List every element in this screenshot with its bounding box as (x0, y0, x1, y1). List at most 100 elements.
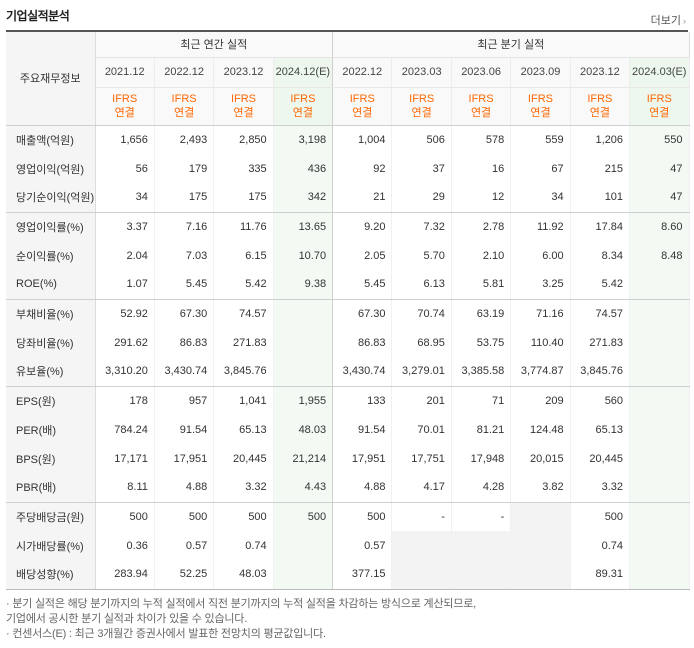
consolidated-label: 연결 (411, 107, 432, 119)
table-cell: 8.34 (570, 241, 631, 270)
table-cell (629, 444, 690, 473)
table-cell: 52.92 (95, 299, 155, 328)
table-cell: 500 (213, 502, 274, 531)
row-label: 주당배당금(원) (6, 502, 96, 531)
table-cell: 9.20 (332, 212, 393, 241)
ifrs-label: IFRS (230, 93, 256, 105)
table-cell: 34 (95, 183, 155, 213)
table-cell: 5.81 (451, 270, 512, 300)
table-cell: 436 (273, 154, 334, 183)
table-row: 당좌비율(%) 291.62 86.83 271.83 86.83 68.95 53.75 1… (6, 328, 690, 357)
table-cell: 0.74 (213, 531, 274, 560)
table-cell: 17,951 (332, 444, 393, 473)
table-cell: 2.10 (451, 241, 512, 270)
table-cell: 5.42 (570, 270, 631, 300)
table-row: BPS(원) 17,171 17,951 20,445 21,214 17,951 17,7… (6, 444, 690, 473)
table-cell: 1,656 (95, 125, 155, 154)
table-cell: 71 (451, 386, 512, 415)
table-cell: 11.92 (510, 212, 571, 241)
table-cell: 4.88 (332, 473, 393, 503)
table-cell: 4.43 (273, 473, 334, 503)
table-cell: 0.57 (154, 531, 215, 560)
table-cell: 4.17 (391, 473, 452, 503)
table-cell: 3.32 (213, 473, 274, 503)
table-cell: 2.04 (95, 241, 155, 270)
table-cell (451, 560, 512, 590)
table-row: 유보율(%) 3,310.20 3,430.74 3,845.76 3,430.74 3,… (6, 357, 690, 387)
row-label: 당기순이익(억원) (6, 183, 96, 213)
table-cell: 7.03 (154, 241, 215, 270)
table-cell: 5.45 (154, 270, 215, 300)
footnote-1: · 분기 실적은 해당 분기까지의 누적 실적에서 직전 분기까지의 누적 실적… (6, 598, 477, 610)
more-link[interactable]: 더보기 › (651, 12, 686, 28)
ifrs-label: IFRS (587, 93, 613, 105)
ifrs-header: IFRS 연결 (332, 87, 393, 126)
row-label: 당좌비율(%) (6, 328, 96, 357)
table-cell: 3,774.87 (510, 357, 571, 387)
consolidated-label: 연결 (589, 107, 610, 119)
period-header: 2021.12 (95, 57, 155, 88)
table-cell: 1,041 (213, 386, 274, 415)
table-cell: 67.30 (154, 299, 215, 328)
table-cell: 0.57 (332, 531, 393, 560)
table-cell: 89.31 (570, 560, 631, 590)
table-cell: 17,948 (451, 444, 512, 473)
table-cell: 7.16 (154, 212, 215, 241)
table-cell: 91.54 (332, 415, 393, 444)
table-cell: 63.19 (451, 299, 512, 328)
quarter-group-header: 최근 분기 실적 (332, 32, 690, 58)
table-cell: 20,015 (510, 444, 571, 473)
corner-label: 주요재무정보 (6, 32, 96, 126)
row-label: 시가배당률(%) (6, 531, 96, 560)
row-label: 유보율(%) (6, 357, 96, 387)
table-cell: 578 (451, 125, 512, 154)
more-label[interactable]: 더보기 (650, 15, 681, 27)
table-cell: 81.21 (451, 415, 512, 444)
table-cell: 101 (570, 183, 631, 213)
table-cell: 48.03 (273, 415, 334, 444)
ifrs-header: IFRS 연결 (213, 87, 274, 126)
table-cell: 201 (391, 386, 452, 415)
ifrs-label: IFRS (349, 93, 375, 105)
table-cell: 3.37 (95, 212, 155, 241)
financial-table: 주요재무정보 최근 연간 실적 최근 분기 실적 2021.12 2022.12 2… (6, 32, 690, 590)
table-cell: 86.83 (154, 328, 215, 357)
row-label: 부채비율(%) (6, 299, 96, 328)
ifrs-label: IFRS (468, 93, 494, 105)
table-cell: 74.57 (570, 299, 631, 328)
table-cell: 291.62 (95, 328, 155, 357)
table-cell: 34 (510, 183, 571, 213)
table-cell: 377.15 (332, 560, 393, 590)
table-cell: 3,310.20 (95, 357, 155, 387)
table-cell: 6.15 (213, 241, 274, 270)
ifrs-label: IFRS (527, 93, 553, 105)
table-cell: 10.70 (273, 241, 334, 270)
row-label: 순이익률(%) (6, 241, 96, 270)
table-cell: 124.48 (510, 415, 571, 444)
table-cell: 47 (629, 154, 690, 183)
table-cell (629, 299, 690, 328)
table-row: 순이익률(%) 2.04 7.03 6.15 10.70 2.05 5.70 2.10 6.00… (6, 241, 690, 270)
table-cell: 2,493 (154, 125, 215, 154)
table-cell: - (451, 502, 512, 531)
table-cell: 784.24 (95, 415, 155, 444)
consolidated-label: 연결 (233, 107, 254, 119)
table-cell: 11.76 (213, 212, 274, 241)
table-cell: 8.48 (629, 241, 690, 270)
row-label: 영업이익률(%) (6, 212, 96, 241)
table-cell (510, 531, 571, 560)
ifrs-header: IFRS 연결 (451, 87, 512, 126)
table-cell: 175 (213, 183, 274, 213)
table-cell: 37 (391, 154, 452, 183)
table-row: 부채비율(%) 52.92 67.30 74.57 67.30 70.74 63.19 71.… (6, 299, 690, 328)
row-label: 배당성향(%) (6, 560, 96, 590)
row-label: PBR(배) (6, 473, 96, 503)
table-cell (629, 531, 690, 560)
table-cell: 2.78 (451, 212, 512, 241)
table-cell: - (391, 502, 452, 531)
table-cell: 91.54 (154, 415, 215, 444)
annual-group-header: 최근 연간 실적 (95, 32, 334, 58)
table-cell: 1.07 (95, 270, 155, 300)
table-cell: 5.42 (213, 270, 274, 300)
table-cell: 178 (95, 386, 155, 415)
